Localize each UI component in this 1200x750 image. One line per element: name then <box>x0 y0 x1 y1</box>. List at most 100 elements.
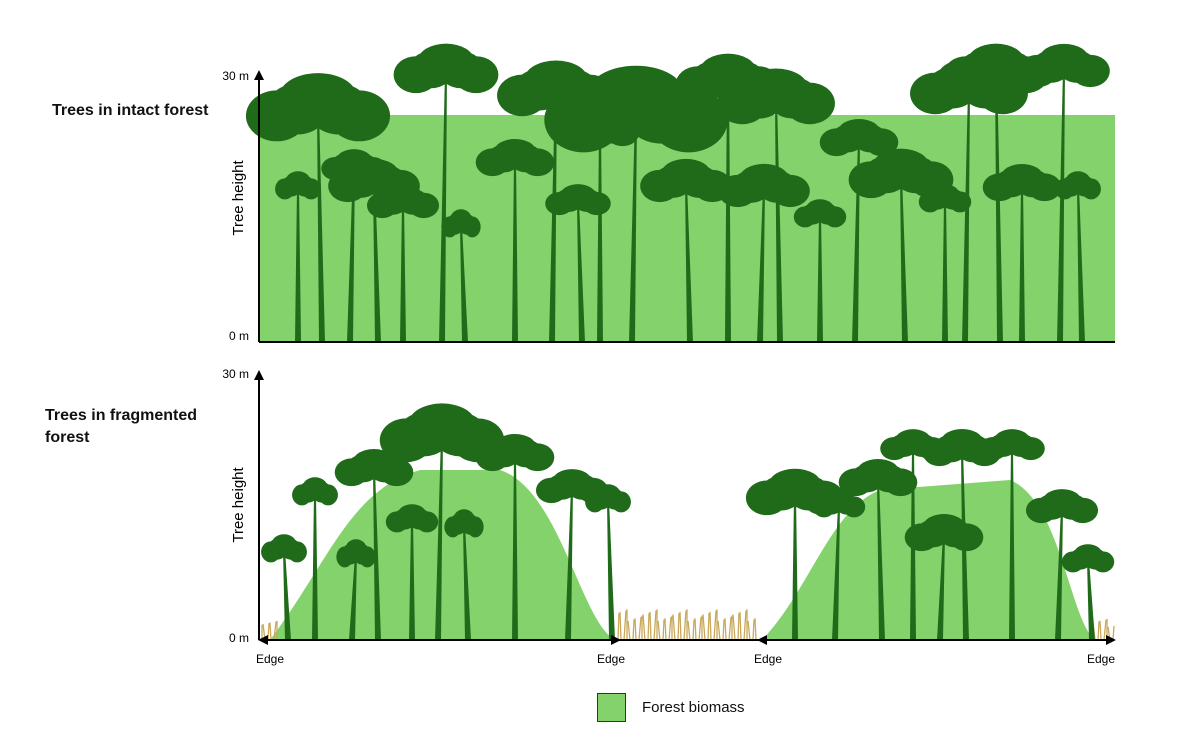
edge-arrow-4 <box>1106 635 1116 645</box>
tree-silhouette <box>1055 171 1101 342</box>
grass-blade <box>737 613 740 641</box>
tree-silhouette <box>793 199 847 342</box>
grass-blade <box>683 610 687 641</box>
edge-arrow-1 <box>258 635 268 645</box>
grass-blade <box>634 618 637 641</box>
grass-blade <box>617 613 620 641</box>
grass-blade <box>623 610 627 641</box>
tree-silhouette <box>366 184 440 342</box>
grass-blade <box>698 616 702 641</box>
grass-blade <box>702 614 706 641</box>
grass-blade <box>668 616 672 641</box>
grass-blade <box>747 620 751 641</box>
grass-blade <box>728 616 732 641</box>
tree-silhouette <box>379 403 505 640</box>
grass-blade <box>692 619 695 641</box>
tree-silhouette <box>393 43 499 343</box>
grass-blade <box>267 623 270 641</box>
tree-silhouette <box>904 514 984 640</box>
grass-blade <box>713 610 717 641</box>
grass-blade <box>632 619 635 641</box>
grass-blade <box>657 620 661 641</box>
grass-blade <box>717 620 721 641</box>
grass-blade <box>653 610 657 641</box>
grass-blade <box>1097 621 1100 641</box>
edge-label-1: Edge <box>256 652 284 666</box>
tree-silhouette <box>812 489 866 640</box>
tree-silhouette <box>292 477 338 640</box>
grass-blade <box>647 613 650 641</box>
grass-blade <box>273 621 277 641</box>
tree-silhouette <box>717 68 835 342</box>
grass-blade <box>724 618 727 641</box>
tree-silhouette <box>922 429 1002 640</box>
grass-blade <box>679 611 682 641</box>
edge-label-3: Edge <box>754 652 782 666</box>
grass-blade <box>1112 625 1115 641</box>
tree-silhouette <box>545 184 611 342</box>
grass-blade <box>754 618 757 641</box>
fragmented-y-bottom-tick: 0 m <box>229 631 249 645</box>
fragmented-forest-panel: 30 m 0 m Tree height Edge Edge Edge Edge <box>222 367 1116 666</box>
grass-blade <box>662 619 665 641</box>
grass-blade <box>627 620 631 641</box>
tree-silhouette <box>979 429 1045 640</box>
tree-silhouette <box>245 73 391 342</box>
intact-y-top-tick: 30 m <box>222 69 249 83</box>
grass-blade <box>739 611 742 641</box>
tree-silhouette <box>275 171 321 342</box>
tree-silhouette <box>1025 489 1099 640</box>
grass-blade <box>649 611 652 641</box>
tree-silhouette <box>1018 43 1110 342</box>
tree-silhouette <box>838 459 918 640</box>
intact-y-axis-arrow <box>254 70 264 80</box>
tree-silhouette <box>385 504 439 640</box>
fragmented-y-top-tick: 30 m <box>222 367 249 381</box>
grass-blade <box>694 618 697 641</box>
intact-panel-title: Trees in intact forest <box>52 102 209 119</box>
tree-silhouette <box>444 509 484 640</box>
edge-arrow-2 <box>611 635 621 645</box>
tree-silhouette <box>261 534 307 640</box>
grass-blade <box>642 614 646 641</box>
legend-biomass-label: Forest biomass <box>642 699 745 716</box>
grass-blade <box>638 616 642 641</box>
fragmented-panel-title: Trees in fragmented forest <box>45 407 198 446</box>
grass-blade <box>269 622 272 641</box>
fragmented-y-axis-arrow <box>254 370 264 380</box>
grass-blade <box>752 619 755 641</box>
grass-blade <box>707 613 710 641</box>
grass-blade <box>722 619 725 641</box>
tree-silhouette <box>640 158 732 342</box>
grass-blade <box>677 613 680 641</box>
intact-tree-silhouettes <box>245 43 1110 343</box>
fragment-1-biomass-area <box>270 470 615 640</box>
intact-y-bottom-tick: 0 m <box>229 329 249 343</box>
tree-silhouette <box>585 484 631 640</box>
intact-forest-panel: 30 m 0 m Tree height <box>222 43 1115 343</box>
tree-silhouette <box>982 164 1062 342</box>
tree-silhouette <box>544 65 728 342</box>
tree-silhouette <box>336 539 376 640</box>
tree-silhouette <box>1061 544 1115 640</box>
tree-silhouette <box>475 434 555 640</box>
intact-y-axis-label: Tree height <box>230 160 247 236</box>
edge-label-4: Edge <box>1087 652 1115 666</box>
fragmented-tree-silhouettes <box>261 403 1115 640</box>
grass-blade <box>687 620 691 641</box>
tree-silhouette <box>475 139 555 342</box>
grass-blade <box>743 610 747 641</box>
tree-silhouette <box>441 209 481 342</box>
legend: Forest biomass <box>597 693 745 722</box>
tree-silhouette <box>334 449 414 640</box>
grass-blade <box>1099 620 1102 641</box>
grass-blade <box>672 614 676 641</box>
legend-biomass-swatch <box>597 693 626 722</box>
grass-blade <box>1103 619 1107 641</box>
tree-silhouette <box>918 184 972 342</box>
edge-label-2: Edge <box>597 652 625 666</box>
tree-silhouette <box>535 469 609 640</box>
grass-blade <box>732 614 736 641</box>
grass-blade <box>619 611 622 641</box>
